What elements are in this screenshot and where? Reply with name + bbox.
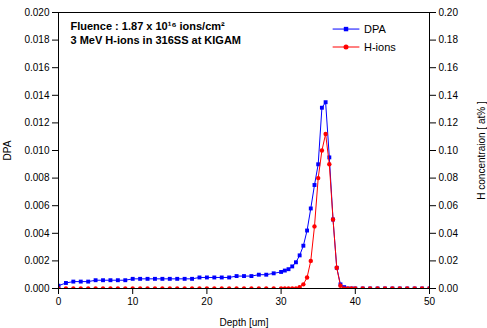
svg-text:0.00: 0.00: [439, 283, 459, 294]
svg-text:H-ions: H-ions: [364, 41, 396, 53]
svg-text:0.20: 0.20: [439, 7, 459, 18]
svg-text:0.008: 0.008: [24, 172, 49, 183]
svg-text:0.012: 0.012: [24, 117, 49, 128]
svg-text:0.016: 0.016: [24, 62, 49, 73]
svg-text:0.02: 0.02: [439, 255, 459, 266]
svg-text:20: 20: [201, 296, 213, 307]
svg-text:0.018: 0.018: [24, 34, 49, 45]
svg-text:0.08: 0.08: [439, 172, 459, 183]
svg-text:0.006: 0.006: [24, 200, 49, 211]
svg-text:3 MeV H-ions in 316SS at KIGAM: 3 MeV H-ions in 316SS at KIGAM: [71, 34, 242, 46]
svg-text:0.06: 0.06: [439, 200, 459, 211]
svg-text:0.12: 0.12: [439, 117, 459, 128]
svg-text:30: 30: [276, 296, 288, 307]
svg-text:0.04: 0.04: [439, 228, 459, 239]
svg-text:Fluence : 1.87 x 10¹⁶ ions/cm²: Fluence : 1.87 x 10¹⁶ ions/cm²: [71, 20, 226, 32]
svg-text:40: 40: [350, 296, 362, 307]
svg-text:DPA: DPA: [364, 23, 386, 35]
svg-text:Depth [um]: Depth [um]: [220, 317, 269, 328]
svg-text:0: 0: [56, 296, 62, 307]
svg-text:0.004: 0.004: [24, 228, 49, 239]
svg-text:0.020: 0.020: [24, 7, 49, 18]
svg-text:0.014: 0.014: [24, 90, 49, 101]
svg-text:DPA: DPA: [2, 140, 13, 160]
svg-text:0.16: 0.16: [439, 62, 459, 73]
svg-text:H concentraion [ at% ]: H concentraion [ at% ]: [476, 101, 487, 200]
svg-text:50: 50: [424, 296, 436, 307]
svg-text:10: 10: [127, 296, 139, 307]
svg-text:0.10: 0.10: [439, 145, 459, 156]
svg-text:0.14: 0.14: [439, 90, 459, 101]
svg-text:0.18: 0.18: [439, 34, 459, 45]
svg-text:0.010: 0.010: [24, 145, 49, 156]
svg-text:0.000: 0.000: [24, 283, 49, 294]
svg-text:0.002: 0.002: [24, 255, 49, 266]
